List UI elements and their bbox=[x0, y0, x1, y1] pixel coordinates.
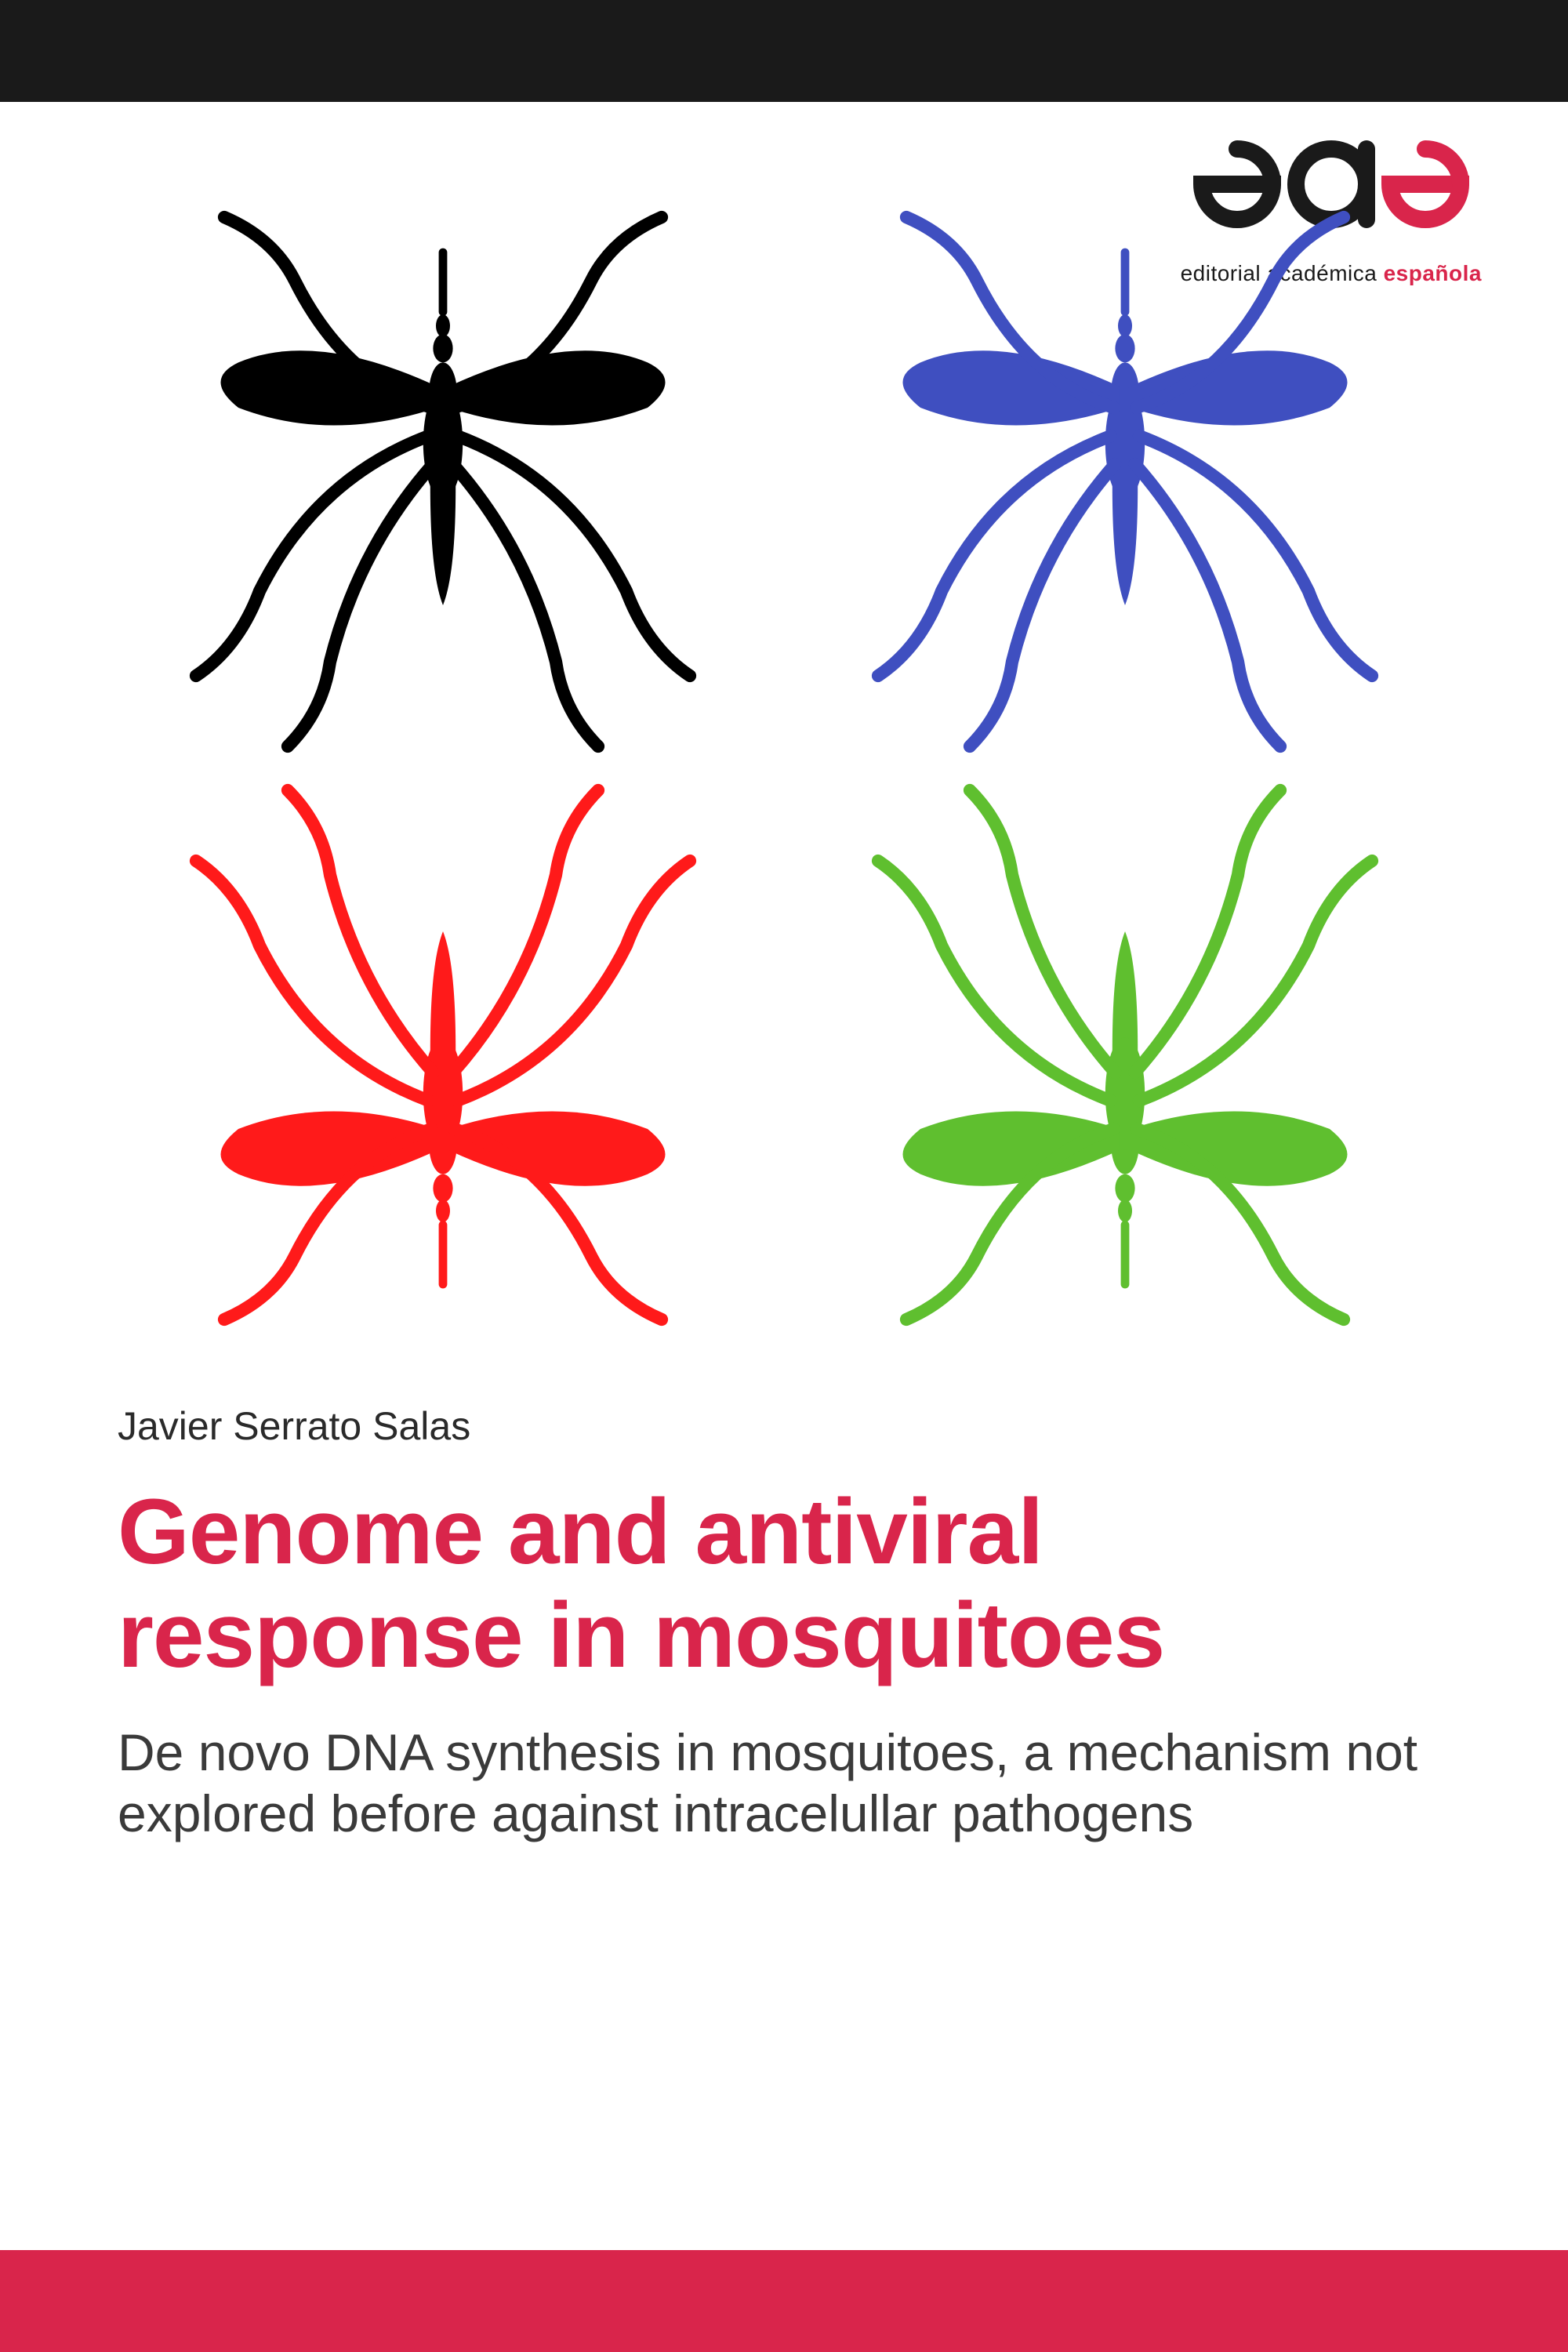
mosquito-icon bbox=[161, 196, 725, 760]
text-block: Javier Serrato Salas Genome and antivira… bbox=[118, 1403, 1450, 1845]
mosquito-icon bbox=[161, 776, 725, 1341]
mosquito-bottom-left bbox=[141, 776, 745, 1341]
author-name: Javier Serrato Salas bbox=[118, 1403, 1450, 1449]
mosquito-top-right bbox=[823, 196, 1427, 760]
top-bar bbox=[0, 0, 1568, 102]
book-title: Genome and antiviral response in mosquit… bbox=[118, 1480, 1450, 1687]
mosquito-icon bbox=[843, 776, 1407, 1341]
mosquito-bottom-right bbox=[823, 776, 1427, 1341]
mosquito-icon bbox=[843, 196, 1407, 760]
mosquito-top-left bbox=[141, 196, 745, 760]
mosquito-grid bbox=[141, 196, 1427, 1341]
bottom-bar bbox=[0, 2250, 1568, 2352]
book-subtitle: De novo DNA synthesis in mosquitoes, a m… bbox=[118, 1722, 1450, 1845]
